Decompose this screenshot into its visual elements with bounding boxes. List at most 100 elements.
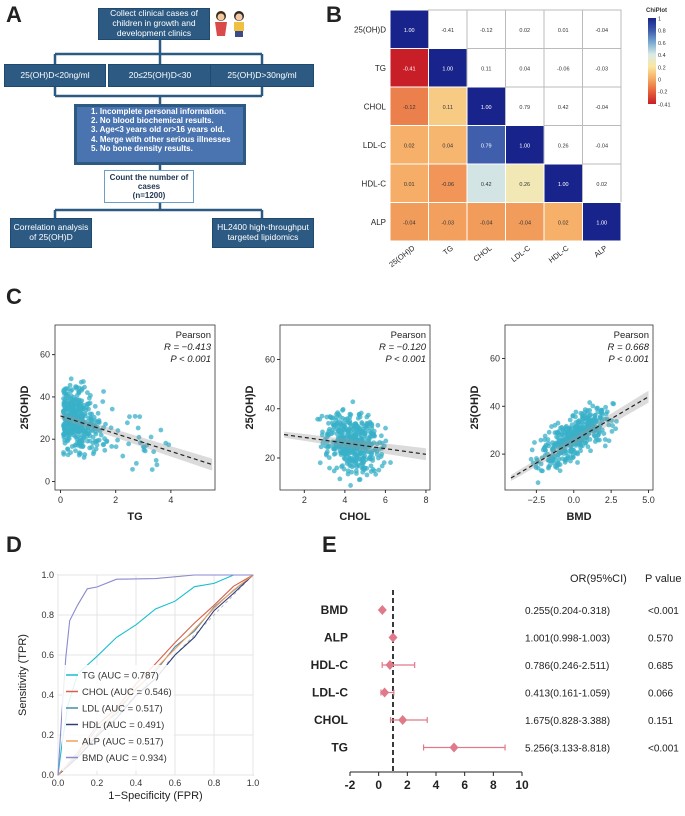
scatter-point	[587, 400, 593, 405]
scatter-point	[362, 445, 368, 450]
scatter-point	[81, 379, 86, 384]
scatter-point	[357, 476, 363, 482]
x-tick-label: 0.0	[568, 495, 581, 505]
scatter-point	[360, 466, 366, 471]
x-tick-label: 0.6	[169, 778, 182, 788]
scatter-point	[585, 408, 590, 413]
flow-collect-box: Collect clinical cases of children in gr…	[98, 8, 210, 40]
scatter-point	[329, 415, 334, 421]
scatter-point	[366, 456, 372, 461]
scatter-point	[115, 428, 121, 433]
scatter-point	[148, 434, 154, 440]
scatter-point	[571, 454, 576, 460]
scatter-point	[317, 460, 323, 466]
scatter-point	[588, 419, 594, 425]
colorbar-tick: -0.41	[658, 103, 671, 109]
scatter-point	[325, 445, 331, 450]
scatter-point	[347, 463, 353, 469]
heatmap-cell	[582, 86, 622, 126]
x-tick-label: 8	[423, 495, 428, 505]
colorbar-tick: 0.8	[658, 29, 666, 35]
scatter-point	[153, 457, 159, 463]
count-label: Count the number of cases	[109, 172, 189, 191]
scatter-point	[62, 400, 68, 406]
scatter-point	[339, 464, 344, 470]
y-tick-label: 1.0	[41, 570, 54, 580]
scatter-point	[97, 428, 103, 434]
scatter-point	[557, 428, 562, 434]
scatter-point	[561, 437, 567, 443]
scatter-point	[360, 426, 366, 432]
scatter-point	[529, 447, 535, 453]
fit-confidence-band	[60, 412, 213, 471]
count-n: (n=1200)	[132, 191, 166, 201]
scatter-point	[567, 417, 573, 423]
scatter-point	[383, 438, 389, 444]
heatmap-cell	[389, 125, 429, 165]
scatter-point	[598, 421, 604, 427]
legend-title: ChiPlot	[646, 8, 667, 14]
heatmap-value: -0.04	[595, 28, 608, 34]
scatter-point	[575, 451, 581, 457]
heatmap-cell	[428, 202, 468, 242]
scatter-point	[85, 390, 90, 396]
scatter-point	[102, 436, 107, 442]
scatter-point	[61, 450, 66, 455]
scatter-point	[77, 450, 82, 456]
scatter-point	[92, 429, 98, 435]
scatter-point	[602, 416, 608, 422]
scatter-point	[360, 469, 366, 475]
scatter-point	[554, 463, 560, 468]
heatmap-cell	[466, 9, 506, 49]
scatter-point	[528, 456, 534, 462]
stat-method: Pearson	[391, 330, 426, 341]
y-tick-label: 0	[45, 477, 50, 487]
scatter-point	[132, 413, 138, 419]
p-value: <0.001	[648, 606, 679, 617]
scatter-point	[546, 429, 552, 435]
heatmap-value: -0.04	[595, 143, 608, 149]
scatter-point	[62, 421, 68, 427]
heatmap-cell	[505, 9, 545, 49]
scatter-point	[356, 411, 362, 417]
scatter-point	[141, 444, 147, 450]
y-tick-label: 60	[265, 354, 275, 364]
scatter-point	[90, 451, 96, 457]
scatter-point	[71, 399, 77, 405]
scatter-point	[555, 444, 561, 450]
p-value: <0.001	[648, 744, 679, 755]
scatter-point	[100, 399, 106, 404]
scatter-point	[113, 444, 119, 450]
scatter-points	[528, 400, 619, 486]
scatter-point	[377, 440, 383, 445]
x-tick-label: 0.2	[91, 778, 104, 788]
x-tick-label: 0.8	[208, 778, 221, 788]
scatter-point	[348, 412, 354, 418]
heatmap-value: 0.04	[442, 143, 453, 149]
scatter-point	[337, 444, 342, 450]
scatter-point	[552, 430, 558, 436]
colorbar-tick: -0.2	[658, 90, 667, 96]
scatter-point	[340, 450, 346, 456]
scatter-point	[567, 432, 573, 438]
scatter-point	[94, 442, 100, 448]
scatter-point	[120, 453, 126, 459]
panel-label-d: D	[6, 532, 22, 557]
col-header-p: P value	[645, 573, 682, 585]
scatter-point	[61, 432, 67, 438]
scatter-point	[331, 446, 337, 452]
scatter-point	[351, 446, 357, 452]
scatter-point	[73, 429, 78, 435]
or-ci-value: 5.256(3.133-8.818)	[525, 744, 610, 755]
forest-row-label: TG	[331, 741, 348, 755]
x-tick-label: 10	[515, 778, 529, 792]
x-tick-label: 0	[375, 778, 382, 792]
scatter-points	[315, 399, 393, 488]
scatter-point	[353, 421, 359, 427]
scatter-point	[601, 431, 607, 436]
scatter-point	[578, 448, 583, 454]
scatter-point	[327, 426, 332, 432]
scatter-point	[166, 442, 172, 448]
scatter-point	[337, 414, 343, 419]
col-header-or: OR(95%CI)	[570, 573, 627, 585]
